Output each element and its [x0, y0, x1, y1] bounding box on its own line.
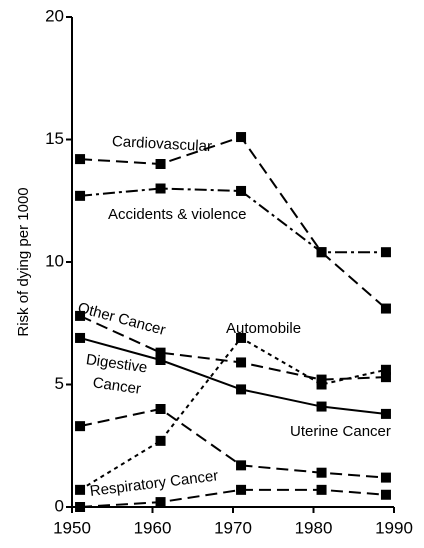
point-marker	[155, 497, 166, 508]
series-label: Cardiovascular	[112, 133, 213, 155]
series-label: Accidents & violence	[108, 206, 246, 223]
point-marker	[380, 303, 391, 314]
y-axis-label: Risk of dying per 1000	[15, 187, 32, 336]
point-marker	[316, 467, 327, 478]
y-tick-label: 5	[55, 374, 64, 393]
point-marker	[75, 154, 86, 165]
point-marker	[236, 185, 247, 196]
point-marker	[155, 404, 166, 414]
point-marker	[155, 435, 166, 446]
series-label: DigestiveCancer	[82, 351, 149, 398]
point-marker	[155, 347, 166, 358]
point-marker	[380, 472, 391, 483]
x-tick-label: 1970	[214, 518, 252, 537]
series-label: Other Cancer	[76, 299, 167, 339]
series-label: Automobile	[226, 320, 301, 337]
point-marker	[236, 357, 247, 368]
point-marker	[75, 332, 86, 343]
point-marker	[316, 379, 327, 390]
point-marker	[236, 460, 247, 471]
point-marker	[75, 421, 86, 432]
point-marker	[316, 401, 327, 412]
point-marker	[236, 484, 247, 495]
point-marker	[380, 247, 391, 258]
y-tick-label: 15	[45, 129, 64, 148]
x-tick-label: 1950	[53, 518, 91, 537]
point-marker	[236, 132, 247, 143]
point-marker	[155, 183, 166, 194]
x-tick-label: 1980	[295, 518, 333, 537]
point-marker	[316, 247, 327, 258]
point-marker	[380, 408, 391, 419]
x-tick-label: 1990	[375, 518, 413, 537]
y-tick-label: 10	[45, 251, 64, 270]
point-marker	[155, 355, 166, 365]
point-marker	[75, 484, 86, 495]
point-marker	[380, 489, 391, 500]
y-tick-label: 0	[55, 496, 64, 515]
y-tick-label: 20	[45, 6, 64, 25]
point-marker	[236, 332, 247, 343]
point-marker	[75, 310, 86, 321]
x-tick-label: 1960	[134, 518, 172, 537]
series-label: Uterine Cancer	[290, 423, 391, 440]
point-marker	[380, 364, 391, 375]
point-marker	[75, 502, 86, 512]
point-marker	[316, 484, 327, 495]
point-marker	[155, 159, 166, 169]
point-marker	[380, 372, 391, 383]
point-marker	[236, 384, 247, 395]
point-marker	[75, 190, 86, 201]
series-line	[79, 407, 387, 479]
